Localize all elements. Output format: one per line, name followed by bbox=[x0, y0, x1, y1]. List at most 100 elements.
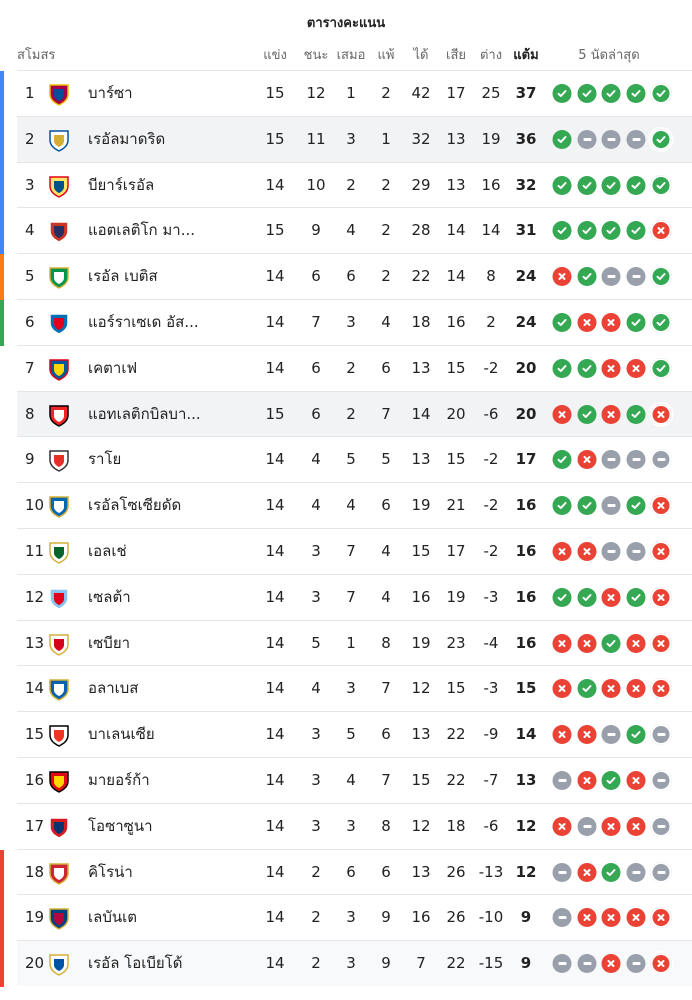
form-draw-icon[interactable] bbox=[626, 954, 646, 974]
form-draw-icon[interactable] bbox=[626, 450, 646, 470]
form-win-icon[interactable] bbox=[626, 84, 646, 103]
table-row[interactable]: 4 แอตเลติโก มา... 15 9 4 2 28 14 14 31 bbox=[0, 207, 692, 255]
form-win-icon[interactable] bbox=[552, 587, 572, 607]
team-name-link[interactable]: เรอัล โอเบียโด้ bbox=[88, 954, 183, 973]
form-loss-icon[interactable] bbox=[648, 905, 674, 931]
form-win-icon[interactable] bbox=[626, 725, 646, 745]
form-draw-icon[interactable] bbox=[601, 725, 621, 745]
form-loss-icon[interactable] bbox=[601, 313, 621, 332]
form-draw-icon[interactable] bbox=[648, 813, 674, 839]
table-row[interactable]: 9 ราโย 14 4 5 5 13 15 -2 17 bbox=[17, 436, 692, 482]
team-name-link[interactable]: เรอัลมาดริด bbox=[88, 129, 166, 148]
form-loss-icon[interactable] bbox=[601, 679, 621, 699]
form-win-icon[interactable] bbox=[601, 771, 621, 790]
form-loss-icon[interactable] bbox=[648, 584, 674, 610]
form-win-icon[interactable] bbox=[601, 84, 621, 103]
table-row[interactable]: 14 อลาเบส 14 4 3 7 12 15 -3 15 bbox=[17, 665, 692, 711]
form-win-icon[interactable] bbox=[577, 221, 597, 241]
form-win-icon[interactable] bbox=[552, 84, 572, 103]
team-name-link[interactable]: เซบียา bbox=[88, 633, 131, 652]
form-win-icon[interactable] bbox=[552, 175, 572, 195]
form-win-icon[interactable] bbox=[577, 404, 597, 424]
form-loss-icon[interactable] bbox=[577, 771, 597, 790]
form-loss-icon[interactable] bbox=[552, 816, 572, 836]
table-row[interactable]: 12 เซลต้า 14 3 7 4 16 19 -3 16 bbox=[17, 573, 692, 620]
form-loss-icon[interactable] bbox=[552, 542, 572, 561]
form-draw-icon[interactable] bbox=[601, 129, 621, 149]
form-loss-icon[interactable] bbox=[601, 816, 621, 836]
form-loss-icon[interactable] bbox=[648, 401, 674, 427]
form-win-icon[interactable] bbox=[552, 358, 572, 378]
form-win-icon[interactable] bbox=[552, 129, 572, 149]
form-win-icon[interactable] bbox=[626, 221, 646, 241]
form-draw-icon[interactable] bbox=[601, 496, 621, 516]
table-row[interactable]: 3 บียาร์เรอัล 14 10 2 2 29 13 16 32 bbox=[0, 161, 692, 209]
form-draw-icon[interactable] bbox=[648, 768, 674, 793]
form-loss-icon[interactable] bbox=[601, 358, 621, 378]
team-name-link[interactable]: คิโรน่า bbox=[88, 862, 133, 881]
form-draw-icon[interactable] bbox=[626, 542, 646, 561]
table-row[interactable]: 16 มายอร์ก้า 14 3 4 7 15 22 -7 13 bbox=[17, 757, 692, 803]
form-loss-icon[interactable] bbox=[577, 862, 597, 882]
team-name-link[interactable]: แอทเลติกบิลบา... bbox=[88, 404, 201, 423]
form-draw-icon[interactable] bbox=[552, 771, 572, 790]
form-win-icon[interactable] bbox=[648, 172, 674, 198]
table-row[interactable]: 1 บาร์ซา 15 12 1 2 42 17 25 37 bbox=[0, 70, 692, 117]
form-loss-icon[interactable] bbox=[552, 725, 572, 745]
team-name-link[interactable]: เรอัลโซเซียดัด bbox=[88, 496, 182, 515]
form-loss-icon[interactable] bbox=[626, 908, 646, 928]
form-win-icon[interactable] bbox=[577, 358, 597, 378]
form-loss-icon[interactable] bbox=[577, 633, 597, 653]
form-draw-icon[interactable] bbox=[601, 542, 621, 561]
form-loss-icon[interactable] bbox=[552, 404, 572, 424]
team-name-link[interactable]: อลาเบส bbox=[88, 679, 139, 698]
form-draw-icon[interactable] bbox=[577, 954, 597, 974]
form-loss-icon[interactable] bbox=[626, 358, 646, 378]
form-loss-icon[interactable] bbox=[626, 816, 646, 836]
form-loss-icon[interactable] bbox=[601, 404, 621, 424]
form-draw-icon[interactable] bbox=[552, 954, 572, 974]
table-row[interactable]: 15 บาเลนเซีย 14 3 5 6 13 22 -9 14 bbox=[17, 711, 692, 757]
form-win-icon[interactable] bbox=[648, 355, 674, 381]
form-draw-icon[interactable] bbox=[577, 816, 597, 836]
form-win-icon[interactable] bbox=[577, 496, 597, 516]
team-name-link[interactable]: แอร์ราเซเด อัส... bbox=[88, 313, 199, 331]
form-loss-icon[interactable] bbox=[577, 450, 597, 470]
table-row[interactable]: 18 คิโรน่า 14 2 6 6 13 26 -13 12 bbox=[0, 848, 692, 896]
form-loss-icon[interactable] bbox=[577, 542, 597, 561]
form-loss-icon[interactable] bbox=[577, 725, 597, 745]
form-draw-icon[interactable] bbox=[648, 447, 674, 473]
form-draw-icon[interactable] bbox=[626, 267, 646, 287]
form-win-icon[interactable] bbox=[577, 267, 597, 287]
form-loss-icon[interactable] bbox=[601, 587, 621, 607]
form-loss-icon[interactable] bbox=[626, 679, 646, 699]
table-row[interactable]: 2 เรอัลมาดริด 15 11 3 1 32 13 19 36 bbox=[0, 115, 692, 163]
form-draw-icon[interactable] bbox=[552, 862, 572, 882]
form-loss-icon[interactable] bbox=[601, 954, 621, 974]
form-loss-icon[interactable] bbox=[648, 630, 674, 656]
form-draw-icon[interactable] bbox=[626, 129, 646, 149]
form-win-icon[interactable] bbox=[552, 496, 572, 516]
form-win-icon[interactable] bbox=[552, 221, 572, 241]
team-name-link[interactable]: โอซาซูนา bbox=[88, 816, 153, 835]
form-loss-icon[interactable] bbox=[601, 908, 621, 928]
form-draw-icon[interactable] bbox=[601, 267, 621, 287]
form-loss-icon[interactable] bbox=[648, 539, 674, 564]
form-win-icon[interactable] bbox=[648, 126, 674, 152]
form-loss-icon[interactable] bbox=[648, 676, 674, 702]
table-row[interactable]: 19 เลบันเต 14 2 3 9 16 26 -10 9 bbox=[0, 894, 692, 942]
form-loss-icon[interactable] bbox=[626, 633, 646, 653]
form-draw-icon[interactable] bbox=[552, 908, 572, 928]
table-row[interactable]: 6 แอร์ราเซเด อัส... 14 7 3 4 18 16 2 24 bbox=[0, 299, 692, 346]
team-name-link[interactable]: แอตเลติโก มา... bbox=[88, 221, 195, 240]
form-win-icon[interactable] bbox=[552, 450, 572, 470]
team-name-link[interactable]: ราโย bbox=[88, 450, 122, 469]
team-name-link[interactable]: เซลต้า bbox=[88, 587, 131, 606]
form-loss-icon[interactable] bbox=[552, 267, 572, 287]
form-draw-icon[interactable] bbox=[648, 722, 674, 748]
team-name-link[interactable]: เอลเช่ bbox=[88, 542, 127, 560]
team-name-link[interactable]: บียาร์เรอัล bbox=[88, 175, 155, 194]
form-win-icon[interactable] bbox=[648, 310, 674, 335]
form-win-icon[interactable] bbox=[626, 587, 646, 607]
form-win-icon[interactable] bbox=[601, 175, 621, 195]
